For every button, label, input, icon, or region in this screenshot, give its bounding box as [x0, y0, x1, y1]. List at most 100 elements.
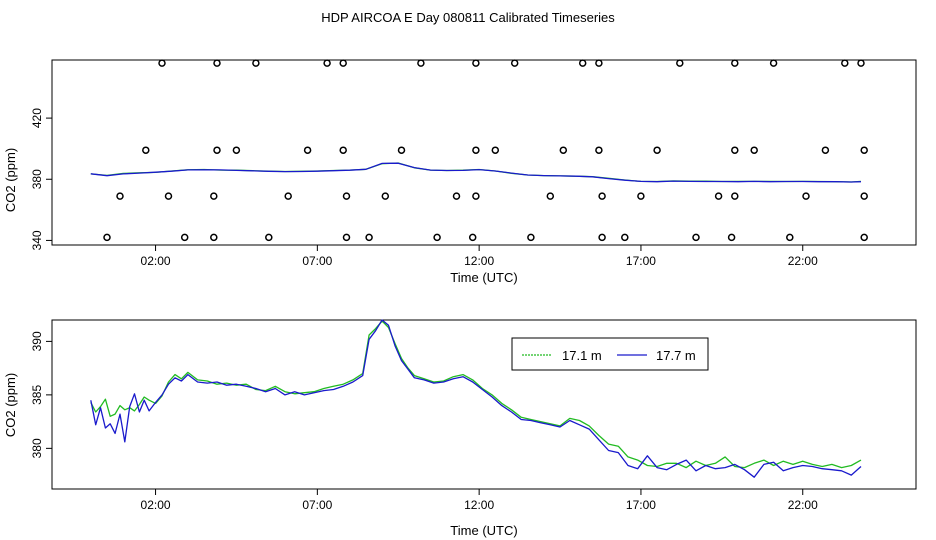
top-series-lines	[90, 162, 862, 183]
marker-point	[491, 146, 500, 154]
marker-point	[158, 59, 166, 67]
marker-point	[284, 192, 292, 200]
marker-point	[468, 233, 477, 242]
marker-point	[472, 146, 480, 154]
marker-point	[210, 192, 218, 200]
marker-point	[621, 233, 629, 242]
marker-point	[417, 59, 425, 67]
marker-point	[559, 146, 568, 154]
marker-point	[339, 59, 347, 67]
series-line-17-7m	[90, 162, 862, 183]
marker-point	[860, 192, 868, 200]
y-tick-label: 390	[30, 331, 44, 351]
marker-point	[116, 192, 124, 200]
marker-point	[786, 233, 794, 242]
marker-point	[821, 146, 830, 154]
x-tick-label: 12:00	[464, 498, 494, 512]
marker-point	[303, 146, 312, 154]
y-tick-label: 420	[30, 108, 44, 128]
marker-point	[142, 146, 150, 154]
marker-point	[472, 192, 480, 200]
series-line-17-1m	[90, 162, 862, 183]
top-y-axis-label: CO2 (ppm)	[3, 148, 18, 212]
marker-point	[213, 146, 221, 154]
legend-label-17-7m: 17.7 m	[656, 348, 696, 363]
marker-point	[213, 59, 221, 67]
bottom-y-axis: 380 385 390	[30, 331, 53, 458]
x-tick-label: 17:00	[626, 498, 656, 512]
marker-point	[381, 192, 390, 200]
top-plot-frame	[51, 59, 917, 246]
marker-point	[323, 59, 331, 67]
x-tick-label: 02:00	[141, 254, 171, 268]
marker-point	[841, 59, 849, 67]
marker-point	[365, 233, 373, 242]
top-x-axis-label: Time (UTC)	[450, 270, 517, 285]
top-y-axis: 340 380 420	[30, 108, 53, 250]
bottom-x-axis-label: Time (UTC)	[450, 523, 517, 538]
x-tick-label: 02:00	[141, 498, 171, 512]
bottom-series-lines	[90, 319, 862, 478]
marker-point	[210, 233, 218, 242]
marker-point	[342, 233, 351, 242]
marker-point	[433, 233, 441, 242]
marker-point	[731, 192, 739, 200]
marker-point	[527, 233, 535, 242]
legend-box	[511, 337, 709, 371]
x-tick-label: 17:00	[626, 254, 656, 268]
marker-point	[857, 59, 865, 67]
marker-point	[731, 146, 739, 154]
series-line-17-7m	[90, 319, 862, 478]
y-tick-label: 385	[30, 385, 44, 405]
bottom-plot-frame	[51, 319, 917, 490]
x-tick-label: 22:00	[788, 498, 818, 512]
marker-point	[232, 146, 241, 154]
marker-point	[578, 59, 587, 67]
bottom-x-axis: 02:00 07:00 12:00 17:00 22:00	[141, 488, 818, 512]
marker-point	[164, 192, 173, 200]
top-x-axis: 02:00 07:00 12:00 17:00 22:00	[141, 244, 818, 268]
marker-point	[342, 192, 351, 200]
marker-point	[598, 192, 606, 200]
marker-point	[452, 192, 461, 200]
y-tick-label: 340	[30, 230, 44, 250]
figure-title: HDP AIRCOA E Day 080811 Calibrated Times…	[321, 10, 615, 25]
marker-point	[714, 192, 723, 200]
marker-point	[180, 233, 189, 242]
marker-point	[103, 233, 111, 242]
marker-point	[472, 59, 480, 67]
x-tick-label: 07:00	[302, 498, 332, 512]
top-panel: 02:00 07:00 12:00 17:00 22:00 340 380 420 Time…	[3, 59, 917, 285]
x-tick-label: 12:00	[464, 254, 494, 268]
marker-point	[676, 59, 684, 67]
marker-point	[546, 192, 555, 200]
series-line-17-1m	[90, 320, 862, 469]
bottom-panel: 02:00 07:00 12:00 17:00 22:00 380 385 390 Time…	[3, 319, 917, 538]
marker-point	[510, 59, 519, 67]
marker-point	[731, 59, 739, 67]
marker-point	[769, 59, 778, 67]
marker-point	[598, 233, 606, 242]
x-tick-label: 07:00	[302, 254, 332, 268]
marker-point	[339, 146, 347, 154]
marker-point	[860, 146, 868, 154]
legend: 17.1 m 17.7 m	[511, 337, 709, 371]
x-tick-label: 22:00	[788, 254, 818, 268]
marker-point	[595, 146, 603, 154]
marker-point	[860, 233, 868, 242]
marker-point	[265, 233, 273, 242]
y-tick-label: 380	[30, 169, 44, 189]
legend-label-17-1m: 17.1 m	[562, 348, 602, 363]
marker-point	[637, 192, 645, 200]
marker-point	[750, 146, 758, 154]
bottom-y-axis-label: CO2 (ppm)	[3, 373, 18, 437]
marker-point	[252, 59, 260, 67]
top-markers	[103, 59, 868, 242]
marker-point	[595, 59, 603, 67]
y-tick-label: 380	[30, 438, 44, 458]
marker-point	[802, 192, 810, 200]
marker-point	[397, 146, 406, 154]
marker-point	[727, 233, 736, 242]
marker-point	[653, 146, 661, 154]
